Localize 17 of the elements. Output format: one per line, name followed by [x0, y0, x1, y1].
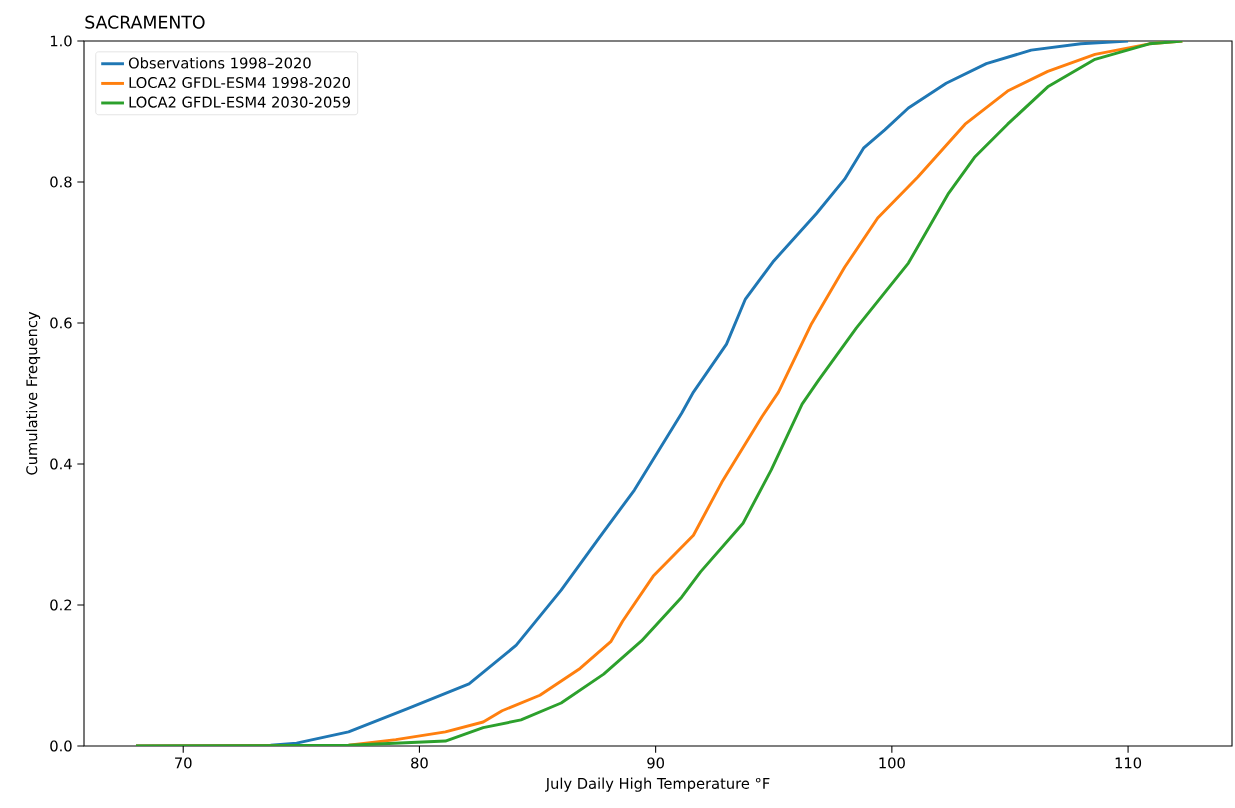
y-tick-label: 1.0 [50, 35, 72, 47]
legend-label: LOCA2 GFDL-ESM4 2030-2059 [129, 96, 350, 108]
x-axis-title: July Daily High Temperature °F [544, 777, 770, 792]
x-tick-label: 70 [175, 757, 192, 769]
x-tick-label: 100 [879, 757, 905, 769]
y-tick-label: 0.4 [50, 458, 72, 470]
legend-label: Observations 1998–2020 [128, 57, 311, 69]
y-tick-label: 0.0 [50, 740, 72, 752]
y-tick-label: 0.8 [50, 176, 72, 188]
chart-title: SACRAMENTO [85, 15, 205, 29]
x-tick-label: 80 [411, 757, 428, 769]
y-tick-label: 0.6 [50, 317, 72, 329]
y-tick-label: 0.2 [50, 599, 72, 611]
x-tick-label: 110 [1115, 757, 1142, 769]
y-axis-title: Cumulative Frequency [25, 311, 41, 475]
x-tick-label: 90 [647, 757, 664, 769]
legend-label: LOCA2 GFDL-ESM4 1998-2020 [129, 76, 351, 89]
